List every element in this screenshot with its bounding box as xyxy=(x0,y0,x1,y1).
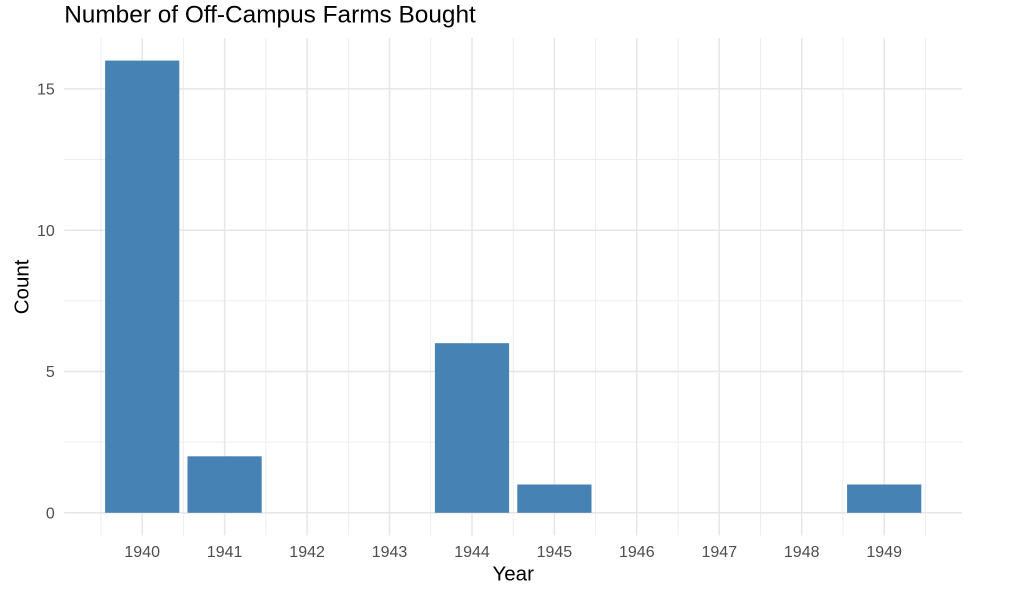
svg-text:Number of Off-Campus Farms Bou: Number of Off-Campus Farms Bought xyxy=(64,1,476,28)
svg-text:0: 0 xyxy=(46,506,55,523)
svg-text:1940: 1940 xyxy=(124,544,160,561)
svg-text:1947: 1947 xyxy=(702,544,738,561)
svg-text:Year: Year xyxy=(492,563,534,586)
svg-text:1942: 1942 xyxy=(289,544,325,561)
svg-text:1944: 1944 xyxy=(454,544,490,561)
svg-text:Count: Count xyxy=(10,259,33,314)
svg-text:1943: 1943 xyxy=(372,544,408,561)
svg-text:15: 15 xyxy=(37,82,55,99)
svg-text:1949: 1949 xyxy=(866,544,902,561)
svg-text:5: 5 xyxy=(46,364,55,381)
svg-text:10: 10 xyxy=(37,223,55,240)
svg-text:1945: 1945 xyxy=(537,544,573,561)
svg-text:1941: 1941 xyxy=(207,544,243,561)
svg-text:1946: 1946 xyxy=(619,544,655,561)
svg-text:1948: 1948 xyxy=(784,544,820,561)
